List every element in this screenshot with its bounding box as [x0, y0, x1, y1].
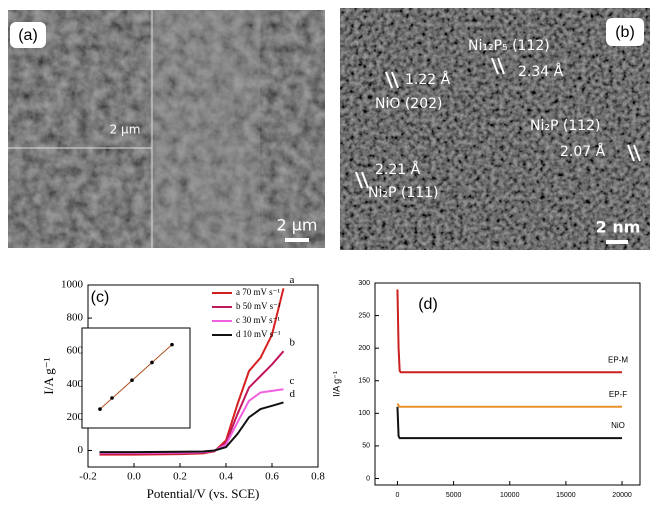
- y-tick-label: 0: [366, 475, 370, 482]
- legend-label: a 70 mV s⁻¹: [236, 287, 280, 297]
- series-label: EP-F: [609, 390, 627, 399]
- x-tick-label: -0.2: [79, 471, 96, 483]
- x-tick-label: 5000: [446, 492, 462, 499]
- y-tick-label: 600: [67, 345, 84, 357]
- panel-a: (a) 2 μm 2 μm: [8, 10, 325, 248]
- y-tick-label: 150: [358, 378, 370, 385]
- scale-bar: [285, 238, 309, 242]
- y-tick-label: 200: [358, 345, 370, 352]
- curve-label: d: [290, 388, 296, 400]
- lattice-label: Ni₁₂P₅ (112): [468, 38, 550, 54]
- y-axis-label: I/A g⁻¹: [41, 357, 56, 394]
- x-tick-label: 0.8: [311, 471, 325, 483]
- x-tick-label: 0: [396, 492, 400, 499]
- lattice-spacing: 1.22 Å: [405, 71, 451, 88]
- scale-bar-label: 2 μm: [276, 216, 317, 235]
- panel-b: (b) Ni₁₂P₅ (112) 2.34 Å 1.22 Å NiO (202)…: [340, 8, 650, 250]
- legend-label: c 30 mV s⁻¹: [236, 315, 280, 325]
- series-line: [397, 407, 622, 438]
- curve-label: c: [290, 375, 295, 387]
- y-tick-label: 1000: [61, 279, 84, 291]
- y-axis-label: I/A g⁻¹: [331, 371, 341, 397]
- y-tick-label: 100: [358, 410, 370, 417]
- lattice-label: Ni₂P (111): [368, 185, 439, 201]
- panel-label: (b): [615, 24, 635, 41]
- plot-frame: [375, 283, 640, 485]
- y-tick-label: 200: [67, 411, 84, 423]
- y-tick-label: 800: [67, 312, 84, 324]
- legend-label: b 50 mV s⁻¹: [236, 301, 281, 311]
- x-tick-label: 15000: [556, 492, 576, 499]
- x-tick-label: 20000: [612, 492, 632, 499]
- series-label: NiO: [611, 421, 625, 430]
- legend-label: d 10 mV s⁻¹: [236, 329, 281, 339]
- x-tick-label: 10000: [500, 492, 520, 499]
- series-line: [397, 404, 622, 407]
- inset-point: [130, 378, 134, 382]
- y-tick-label: 300: [358, 280, 370, 287]
- lattice-label: NiO (202): [375, 96, 442, 112]
- x-tick-label: 0.2: [173, 471, 187, 483]
- panel-label: (c): [91, 289, 110, 306]
- y-tick-label: 50: [362, 443, 370, 450]
- figure: (a) 2 μm 2 μm (b) Ni₁₂P₅ (112) 2.34 Å 1.…: [0, 0, 657, 508]
- inset-point: [110, 396, 114, 400]
- x-tick-label: 0.0: [127, 471, 141, 483]
- inset-frame: [82, 328, 190, 428]
- lattice-label: Ni₂P (112): [530, 118, 601, 134]
- inset-point: [170, 343, 174, 347]
- panel-label: (a): [18, 27, 38, 44]
- lattice-spacing: 2.21 Å: [375, 161, 421, 178]
- curve-label: b: [290, 337, 296, 349]
- y-tick-label: 400: [67, 378, 84, 390]
- x-tick-label: 0.6: [265, 471, 279, 483]
- lattice-spacing: 2.34 Å: [518, 63, 564, 80]
- y-tick-label: 0: [78, 444, 84, 456]
- panel-label: (d): [418, 296, 438, 313]
- series-label: EP-M: [608, 355, 628, 364]
- sem-column: [150, 10, 260, 248]
- scale-bar-label: 2 μm: [110, 123, 141, 137]
- curve-label: a: [290, 274, 295, 286]
- y-tick-label: 250: [358, 312, 370, 319]
- scale-bar: [606, 240, 628, 244]
- x-tick-label: 0.4: [219, 471, 233, 483]
- lattice-spacing: 2.07 Å: [560, 143, 606, 160]
- scale-bar-label: 2 nm: [596, 218, 641, 237]
- x-axis-label: Potential/V (vs. SCE): [147, 486, 260, 501]
- inset-point: [150, 361, 154, 365]
- inset-point: [98, 407, 102, 411]
